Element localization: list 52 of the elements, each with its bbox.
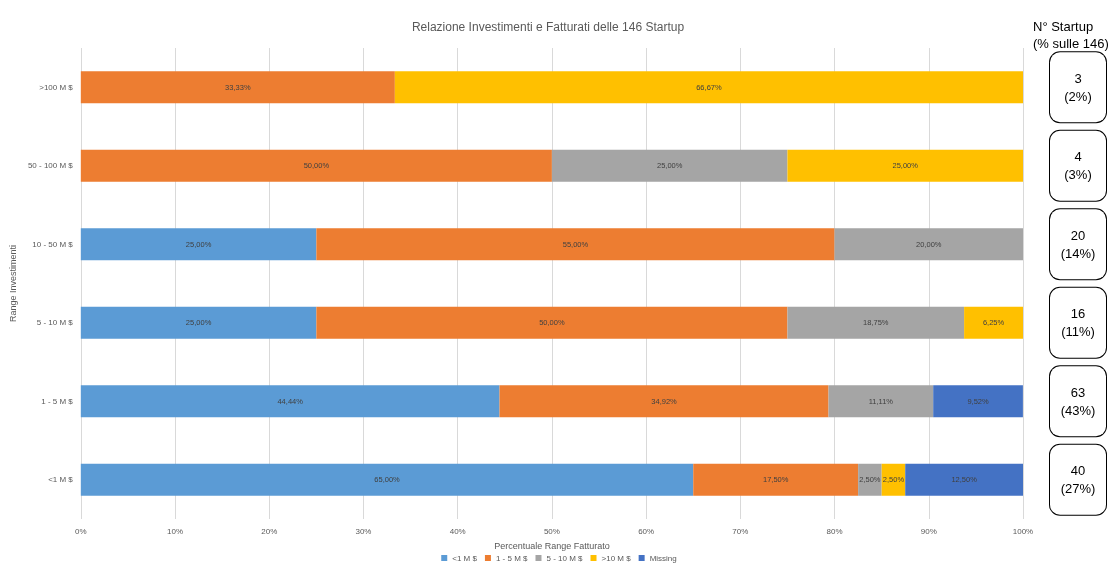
bar <box>964 306 1023 339</box>
x-tick-label: 0% <box>75 526 87 536</box>
bar <box>693 463 859 496</box>
y-tick-label: <1 M $ <box>48 475 74 485</box>
x-tick-label: 60% <box>638 526 655 536</box>
bar <box>933 385 1023 418</box>
bar <box>80 385 500 418</box>
bar <box>394 71 1023 104</box>
text: 4 (3%) <box>1064 149 1092 183</box>
text: 3 (2%) <box>1064 70 1092 104</box>
bar <box>80 71 395 104</box>
legend-label: <1 M $ <box>452 553 478 563</box>
y-axis-title: Range Investimenti <box>7 244 18 323</box>
bar <box>834 228 1023 261</box>
legend-label: 5 - 10 M $ <box>546 553 584 563</box>
x-tick-label: 50% <box>543 526 560 536</box>
bar <box>828 385 934 418</box>
x-tick-label: 90% <box>920 526 937 536</box>
x-tick-label: 80% <box>826 526 843 536</box>
text: 16 (11%) <box>1061 306 1095 340</box>
legend-label: >10 M $ <box>601 553 632 563</box>
x-tick-label: 100% <box>1012 526 1034 536</box>
text: 63 (43%) <box>1060 384 1096 418</box>
bar <box>551 149 788 182</box>
bar <box>858 463 882 496</box>
legend-label: 1 - 5 M $ <box>495 553 529 563</box>
bar <box>316 228 835 261</box>
y-tick-label: 50 - 100 M $ <box>27 161 74 171</box>
y-tick-label: 1 - 5 M $ <box>41 396 74 406</box>
bar <box>905 463 1023 496</box>
bar <box>787 149 1023 182</box>
bar <box>787 306 965 339</box>
chart-title: Relazione Investimenti e Fatturati delle 146 Startup <box>411 20 685 34</box>
x-tick-label: 30% <box>355 526 372 536</box>
bar <box>80 228 317 261</box>
x-axis-title: Percentuale Range Fatturato <box>494 540 610 551</box>
y-tick-label: >100 M $ <box>39 82 74 92</box>
x-tick-label: 70% <box>732 526 749 536</box>
bar <box>80 463 694 496</box>
bar <box>499 385 829 418</box>
bar <box>80 149 552 182</box>
text: 20 (14%) <box>1060 227 1096 261</box>
x-tick-label: 10% <box>167 526 184 536</box>
x-tick-label: 40% <box>449 526 466 536</box>
text: N° Startup (% sulle 146) <box>1033 19 1109 51</box>
bar <box>80 306 317 339</box>
x-tick-label: 20% <box>261 526 278 536</box>
legend-label: Missing <box>649 553 677 563</box>
y-tick-label: 5 - 10 M $ <box>36 318 74 328</box>
y-tick-label: 10 - 50 M $ <box>32 239 74 249</box>
text: 40 (27%) <box>1060 463 1096 497</box>
bar <box>316 306 788 339</box>
